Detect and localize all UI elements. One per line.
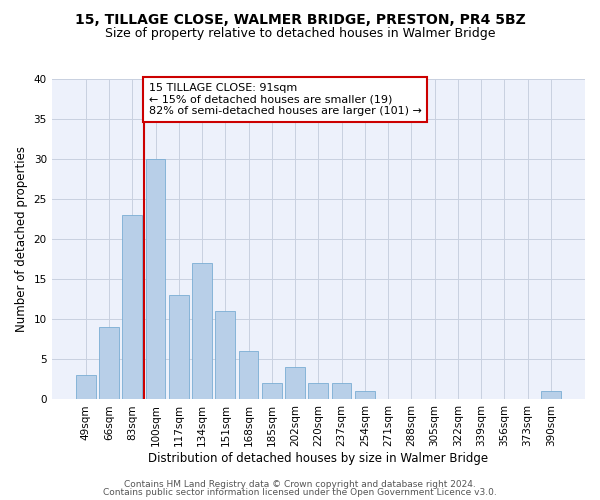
Bar <box>146 159 166 400</box>
Text: Size of property relative to detached houses in Walmer Bridge: Size of property relative to detached ho… <box>105 28 495 40</box>
Bar <box>332 384 352 400</box>
Bar <box>285 368 305 400</box>
Bar <box>308 384 328 400</box>
Bar <box>122 215 142 400</box>
Text: Contains public sector information licensed under the Open Government Licence v3: Contains public sector information licen… <box>103 488 497 497</box>
Bar <box>192 264 212 400</box>
Text: Contains HM Land Registry data © Crown copyright and database right 2024.: Contains HM Land Registry data © Crown c… <box>124 480 476 489</box>
Y-axis label: Number of detached properties: Number of detached properties <box>15 146 28 332</box>
Bar <box>215 312 235 400</box>
Bar <box>262 384 282 400</box>
Bar <box>76 376 95 400</box>
X-axis label: Distribution of detached houses by size in Walmer Bridge: Distribution of detached houses by size … <box>148 452 488 465</box>
Text: 15 TILLAGE CLOSE: 91sqm
← 15% of detached houses are smaller (19)
82% of semi-de: 15 TILLAGE CLOSE: 91sqm ← 15% of detache… <box>149 83 421 116</box>
Text: 15, TILLAGE CLOSE, WALMER BRIDGE, PRESTON, PR4 5BZ: 15, TILLAGE CLOSE, WALMER BRIDGE, PRESTO… <box>74 12 526 26</box>
Bar <box>239 352 259 400</box>
Bar <box>355 392 375 400</box>
Bar <box>99 328 119 400</box>
Bar <box>169 296 188 400</box>
Bar <box>541 392 561 400</box>
